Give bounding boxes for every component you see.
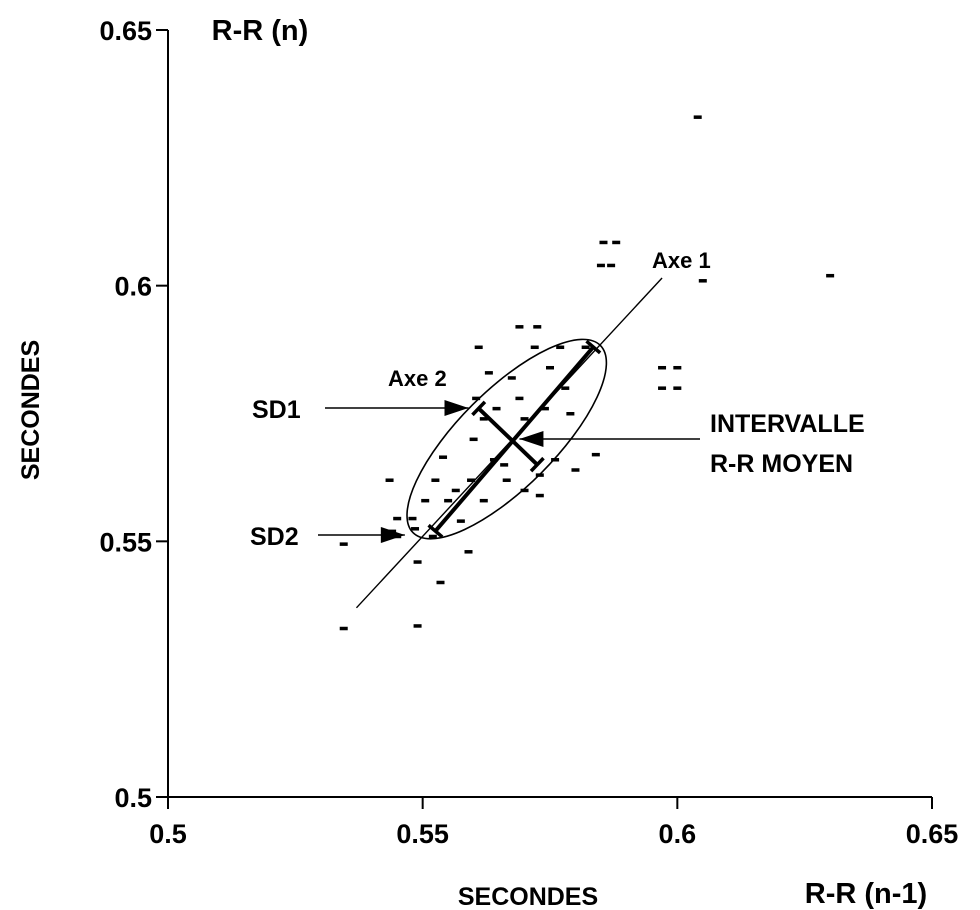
data-point	[444, 498, 453, 503]
axis-1-endcap	[427, 523, 444, 539]
intervalle-label-line-1: INTERVALLE	[710, 410, 865, 438]
data-point	[612, 240, 621, 245]
axis-2-segment	[477, 406, 539, 467]
data-point	[484, 371, 493, 375]
data-point	[436, 580, 445, 585]
data-point	[451, 488, 460, 493]
data-point	[520, 417, 529, 421]
data-point	[467, 478, 476, 482]
data-point	[421, 498, 430, 503]
data-point	[698, 279, 707, 283]
data-point	[339, 626, 348, 631]
data-point	[456, 519, 465, 523]
sd2-arrow-head	[380, 527, 405, 543]
data-point	[530, 345, 539, 350]
mean-arrow-head	[519, 431, 544, 447]
data-point	[533, 325, 542, 329]
data-point	[411, 527, 420, 531]
data-point	[673, 365, 682, 370]
data-point	[515, 396, 524, 401]
axis-1-segment	[433, 345, 595, 533]
data-point	[540, 406, 549, 411]
data-point	[431, 478, 440, 482]
data-point	[607, 263, 616, 268]
annotations: SD1 SD2 Axe 2 Axe 1 INTERVALLE R-R MOYEN	[250, 248, 865, 551]
data-point	[492, 406, 501, 411]
sd1-arrow-head	[444, 400, 469, 416]
data-point	[472, 396, 481, 401]
y-tick-label: 0.55	[99, 527, 152, 557]
data-point	[439, 455, 448, 459]
sd2-label: SD2	[250, 523, 299, 551]
axis-2-endcap	[529, 456, 545, 473]
data-point	[571, 468, 580, 472]
y-tick-label: 0.5	[114, 783, 152, 813]
y-axis-label: SECONDES	[17, 340, 45, 480]
data-point	[658, 386, 667, 390]
axis-1-endcap	[585, 339, 602, 355]
data-point	[502, 478, 511, 482]
tick-labels: 0.5 0.55 0.6 0.65 0.5 0.55 0.6 0.65 SECONDES SECO…	[17, 15, 958, 910]
data-point	[464, 550, 473, 554]
axis-2-endcap	[471, 400, 487, 417]
data-point	[599, 240, 608, 245]
data-point	[479, 498, 488, 503]
data-point	[413, 560, 422, 564]
data-point	[581, 345, 590, 350]
y-tick-label: 0.65	[99, 16, 152, 46]
data-point	[474, 345, 483, 350]
x-tick-label: 0.5	[149, 819, 187, 849]
data-point	[515, 325, 524, 329]
y-unit-label: R-R (n)	[212, 15, 309, 47]
data-point	[500, 463, 509, 467]
data-point	[658, 365, 667, 370]
data-point	[596, 263, 605, 268]
data-point	[546, 365, 554, 370]
data-point	[591, 452, 600, 457]
data-point	[469, 437, 478, 442]
data-point	[393, 516, 402, 521]
intervalle-label-line-2: R-R MOYEN	[710, 450, 853, 478]
sd1-label: SD1	[252, 396, 301, 424]
data-point	[673, 386, 682, 390]
data-point	[428, 534, 437, 539]
data-point	[507, 376, 516, 380]
data-point	[535, 493, 544, 498]
x-tick-label: 0.65	[906, 819, 959, 849]
data-point	[566, 412, 575, 416]
dispersion-ellipse-group	[355, 277, 663, 609]
data-point	[551, 458, 560, 462]
data-point	[561, 386, 570, 390]
data-point	[520, 488, 529, 493]
data-point	[479, 417, 488, 421]
axes	[156, 29, 933, 809]
data-points	[339, 115, 835, 631]
data-point	[413, 624, 422, 628]
x-axis-label: SECONDES	[458, 883, 598, 910]
x-tick-label: 0.55	[396, 819, 449, 849]
data-point	[693, 115, 702, 119]
y-tick-label: 0.6	[114, 272, 152, 302]
axe-1-label: Axe 1	[652, 248, 711, 273]
data-point	[826, 273, 835, 278]
data-point	[339, 542, 348, 546]
x-tick-label: 0.6	[659, 819, 697, 849]
data-point	[408, 516, 417, 521]
axe-2-label: Axe 2	[388, 366, 447, 391]
data-point	[556, 345, 565, 350]
data-point	[385, 478, 394, 482]
x-unit-label: R-R (n-1)	[805, 878, 927, 910]
